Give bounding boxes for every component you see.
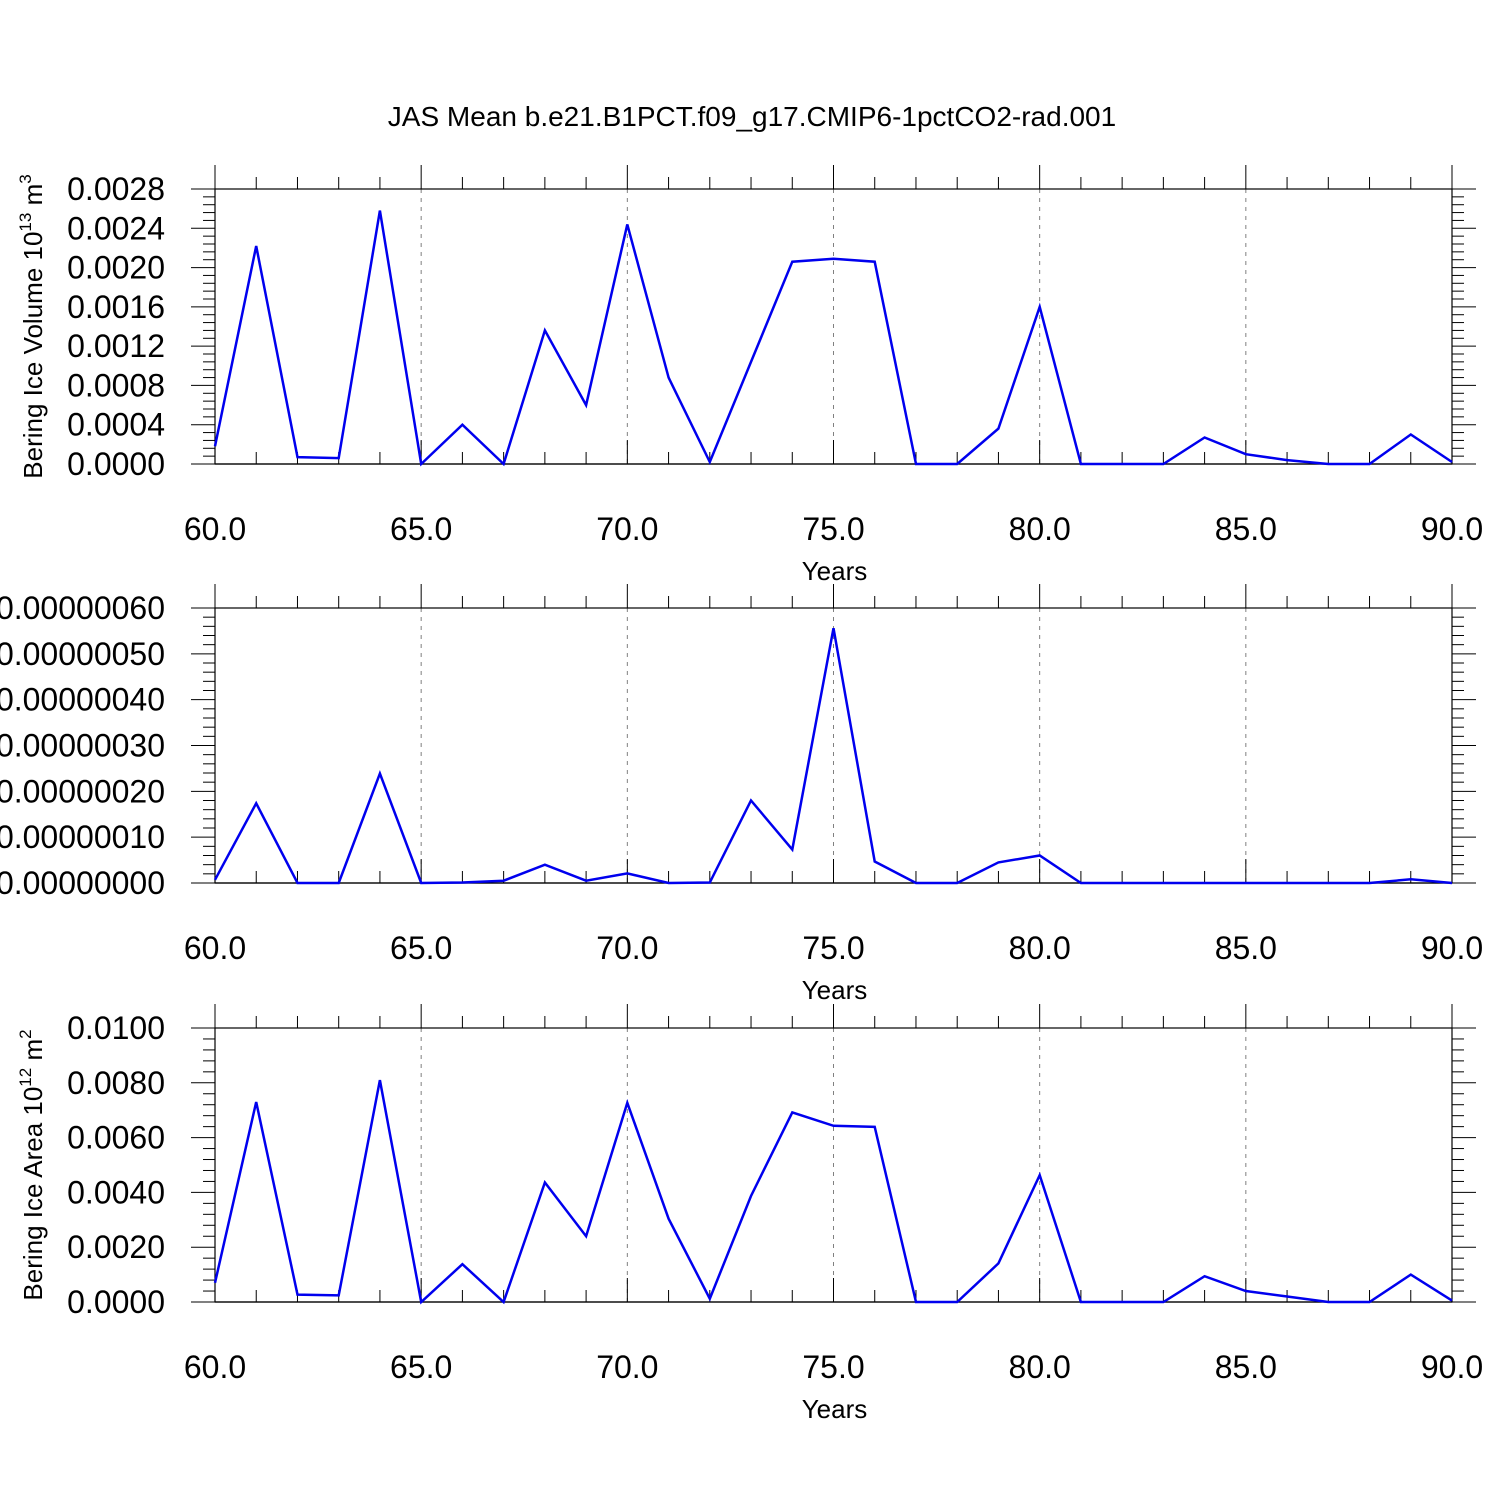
y-tick-label: 0.0060: [67, 1120, 165, 1156]
x-tick-label: 90.0: [1421, 1349, 1483, 1385]
x-tick-label: 60.0: [184, 511, 246, 547]
y-tick-label: 0.00000040: [0, 682, 165, 718]
y-tick-label: 0.00000050: [0, 636, 165, 672]
y-tick-label: 0.0024: [67, 210, 165, 246]
y-tick-label: 0.0000: [67, 446, 165, 482]
y-tick-label: 0.00000000: [0, 865, 165, 901]
x-tick-label: 90.0: [1421, 511, 1483, 547]
y-axis-label-unit: m: [18, 184, 48, 213]
x-tick-label: 90.0: [1421, 930, 1483, 966]
chart-panel-2: 60.0 65.0 70.0 75.0 80.0 85.0 90.0 0.00000000 0.…: [0, 584, 1483, 1005]
y-tick-label: 0.00000020: [0, 773, 165, 809]
y-tick-label: 0.0020: [67, 250, 165, 286]
y-tick-label: 0.0012: [67, 328, 165, 364]
y-tick-label: 0.0008: [67, 367, 165, 403]
x-tick-label: 65.0: [390, 511, 452, 547]
x-tick-label: 60.0: [184, 930, 246, 966]
y-tick-label: 0.0000: [67, 1284, 165, 1320]
x-tick-label: 75.0: [802, 511, 864, 547]
y-axis-label-unit: m: [18, 1039, 48, 1068]
panels: 60.0 65.0 70.0 75.0 80.0 85.0 90.00.00000.0004…: [0, 165, 1483, 1424]
chart-panel-3: 60.0 65.0 70.0 75.0 80.0 85.0 90.0 0.0000 0.0020…: [16, 1004, 1483, 1424]
y-axis-label-exponent: 12: [16, 1068, 35, 1087]
x-tick-label: 65.0: [390, 1349, 452, 1385]
y-axis-label-text: Bering Ice Volume 10: [18, 232, 48, 479]
x-axis-label: Years: [802, 975, 868, 1005]
x-axis-label: Years: [802, 1394, 868, 1424]
y-tick-label: 0.00000010: [0, 819, 165, 855]
x-axis-label: Years: [802, 556, 868, 586]
y-axis-label-unit-exponent: 2: [16, 1029, 35, 1038]
y-axis-label-text: Bering Ice Area 10: [18, 1087, 48, 1301]
y-axis-label-exponent: 13: [16, 213, 35, 232]
x-tick-label: 80.0: [1009, 511, 1071, 547]
x-tick-label: 70.0: [596, 930, 658, 966]
y-tick-label: 0.0040: [67, 1174, 165, 1210]
x-tick-label: 85.0: [1215, 1349, 1277, 1385]
y-tick-label: 0.00000030: [0, 728, 165, 764]
y-tick-label: 0.0016: [67, 289, 165, 325]
x-tick-label: 60.0: [184, 1349, 246, 1385]
x-tick-label: 80.0: [1009, 930, 1071, 966]
y-tick-label: 0.0004: [67, 407, 165, 443]
x-tick-label: 80.0: [1009, 1349, 1071, 1385]
x-tick-label: 70.0: [596, 1349, 658, 1385]
x-tick-label: 85.0: [1215, 930, 1277, 966]
y-tick-label: 0.0028: [67, 171, 165, 207]
x-tick-label: 75.0: [802, 930, 864, 966]
x-tick-label: 85.0: [1215, 511, 1277, 547]
series-line: [213, 627, 1453, 885]
y-tick-label: 0.00000060: [0, 590, 165, 626]
y-axis-label: Bering Ice Area 1012 m2: [16, 1029, 48, 1300]
x-tick-label: 75.0: [802, 1349, 864, 1385]
series-line: [213, 210, 1453, 467]
series-line: [213, 1079, 1453, 1305]
y-tick-label: 0.0080: [67, 1065, 165, 1101]
y-tick-label: 0.0020: [67, 1229, 165, 1265]
y-tick-label: 0.0100: [67, 1010, 165, 1046]
y-axis-label: Bering Ice Volume 1013 m3: [16, 174, 48, 478]
figure-title: JAS Mean b.e21.B1PCT.f09_g17.CMIP6-1pctC…: [388, 101, 1116, 132]
chart-panel-1: 60.0 65.0 70.0 75.0 80.0 85.0 90.0 0.00000.0004…: [16, 165, 1483, 586]
y-axis-label-unit-exponent: 3: [16, 174, 35, 183]
x-tick-label: 70.0: [596, 511, 658, 547]
x-tick-label: 65.0: [390, 930, 452, 966]
